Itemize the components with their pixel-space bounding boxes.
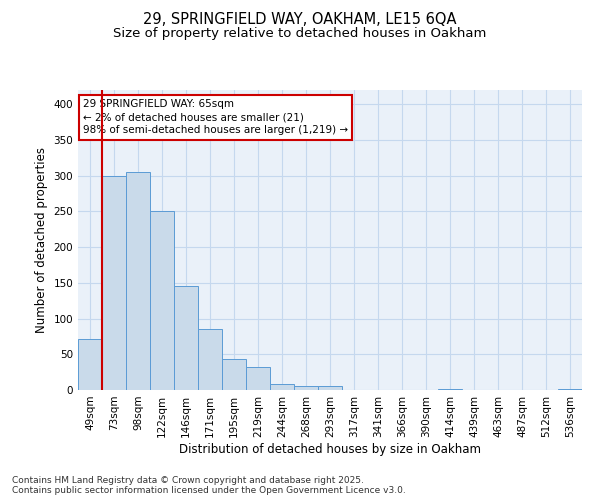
X-axis label: Distribution of detached houses by size in Oakham: Distribution of detached houses by size …	[179, 442, 481, 456]
Text: Size of property relative to detached houses in Oakham: Size of property relative to detached ho…	[113, 28, 487, 40]
Bar	[270, 384, 294, 390]
Text: 29, SPRINGFIELD WAY, OAKHAM, LE15 6QA: 29, SPRINGFIELD WAY, OAKHAM, LE15 6QA	[143, 12, 457, 28]
Text: Contains HM Land Registry data © Crown copyright and database right 2025.
Contai: Contains HM Land Registry data © Crown c…	[12, 476, 406, 495]
Bar	[126, 172, 150, 390]
Bar	[198, 330, 222, 390]
Bar	[438, 388, 462, 390]
Y-axis label: Number of detached properties: Number of detached properties	[35, 147, 48, 333]
Bar	[558, 388, 582, 390]
Bar	[294, 386, 318, 390]
Bar	[150, 212, 174, 390]
Bar	[102, 176, 126, 390]
Text: 29 SPRINGFIELD WAY: 65sqm
← 2% of detached houses are smaller (21)
98% of semi-d: 29 SPRINGFIELD WAY: 65sqm ← 2% of detach…	[83, 99, 348, 136]
Bar	[174, 286, 198, 390]
Bar	[246, 367, 270, 390]
Bar	[78, 338, 102, 390]
Bar	[318, 386, 342, 390]
Bar	[222, 358, 246, 390]
